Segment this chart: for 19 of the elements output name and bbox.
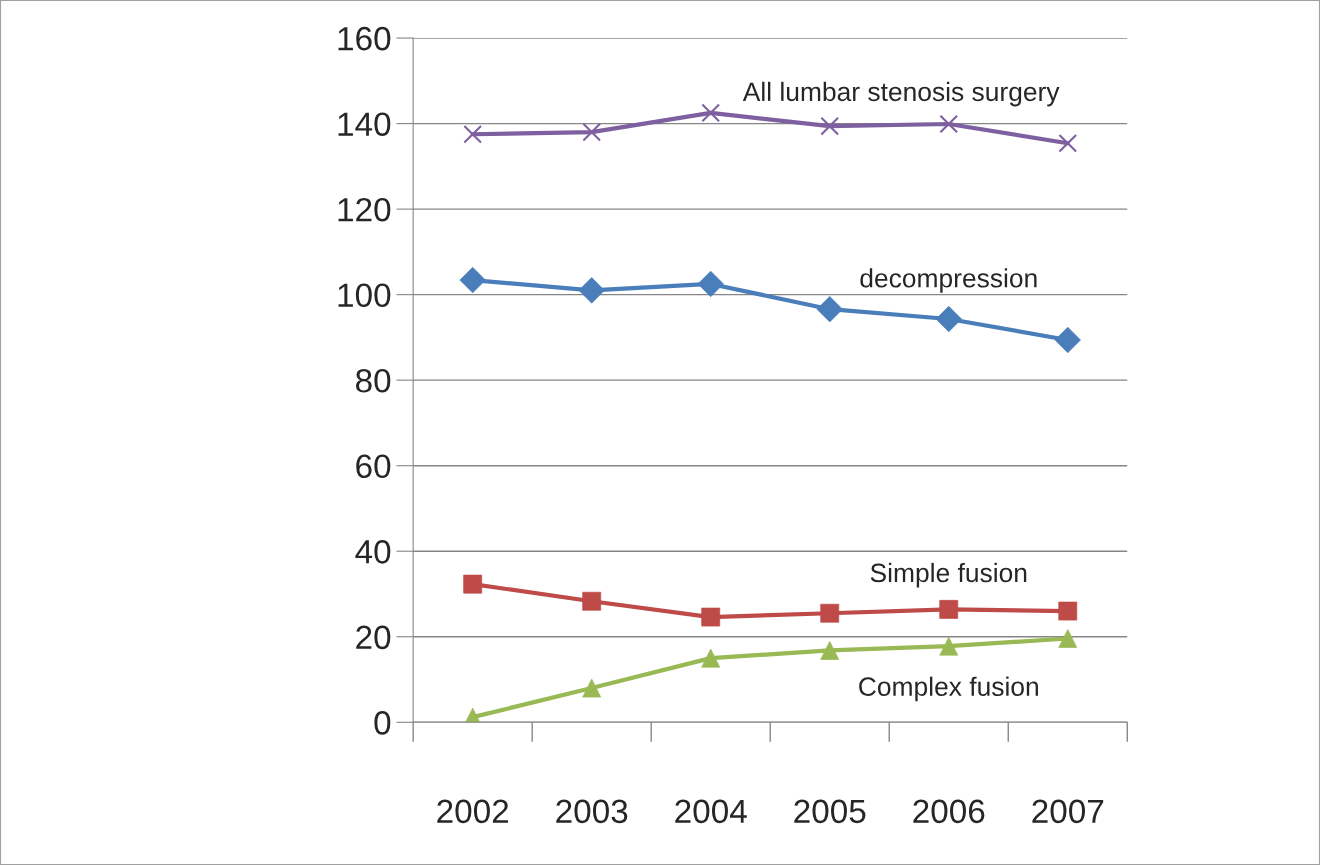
y-tick-label: 60 — [356, 454, 391, 479]
y-tick-label: 100 — [338, 283, 391, 308]
y-tick-label: 160 — [338, 26, 391, 51]
x-tick-label: 2006 — [913, 799, 985, 824]
y-tick-label: 120 — [338, 197, 391, 222]
series-label: Simple fusion — [870, 562, 1027, 588]
x-tick-label: 2007 — [1032, 799, 1104, 824]
y-tick-label: 80 — [356, 368, 391, 393]
series-label: Complex fusion — [859, 676, 1038, 702]
x-tick-label: 2002 — [437, 799, 509, 824]
x-tick-label: 2005 — [794, 799, 866, 824]
y-tick-label: 20 — [356, 625, 391, 650]
y-tick-label: 40 — [355, 540, 391, 564]
y-tick-label: 140 — [338, 112, 391, 136]
series-label: decompression — [860, 268, 1037, 293]
series-label: All lumbar stenosis surgery — [742, 81, 1060, 107]
x-tick-label: 2003 — [556, 799, 628, 824]
x-tick-label: 2004 — [675, 799, 747, 824]
y-tick-label: 0 — [374, 711, 391, 735]
